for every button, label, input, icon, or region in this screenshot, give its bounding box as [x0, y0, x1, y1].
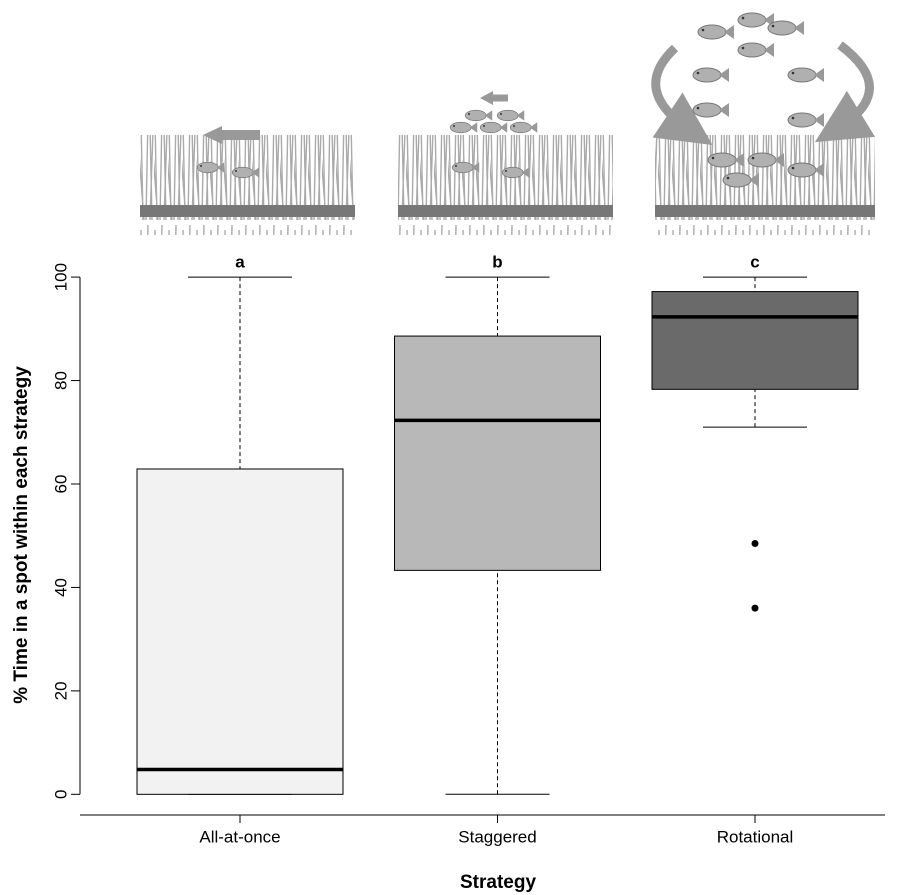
significance-letter: a: [235, 252, 245, 271]
chart: Strategy % Time in a spot within each st…: [0, 0, 905, 895]
x-tick-label: All-at-once: [199, 827, 280, 846]
x-axis-title: Strategy: [460, 872, 536, 893]
y-axis-title: % Time in a spot within each strategy: [11, 366, 32, 704]
y-tick-label: 20: [51, 681, 70, 700]
illustration: [140, 13, 875, 235]
x-tick-label: Rotational: [717, 827, 794, 846]
y-tick-label: 100: [51, 263, 70, 291]
outlier: [752, 540, 759, 547]
outlier: [752, 605, 759, 612]
box: [137, 469, 343, 794]
y-tick-label: 80: [51, 371, 70, 390]
significance-letter: b: [492, 252, 502, 271]
y-tick-label: 40: [51, 578, 70, 597]
y-tick-label: 60: [51, 475, 70, 494]
significance-letter: c: [750, 252, 759, 271]
box: [652, 292, 858, 390]
y-tick-label: 0: [51, 790, 70, 799]
x-tick-label: Staggered: [458, 827, 536, 846]
box: [395, 336, 601, 570]
